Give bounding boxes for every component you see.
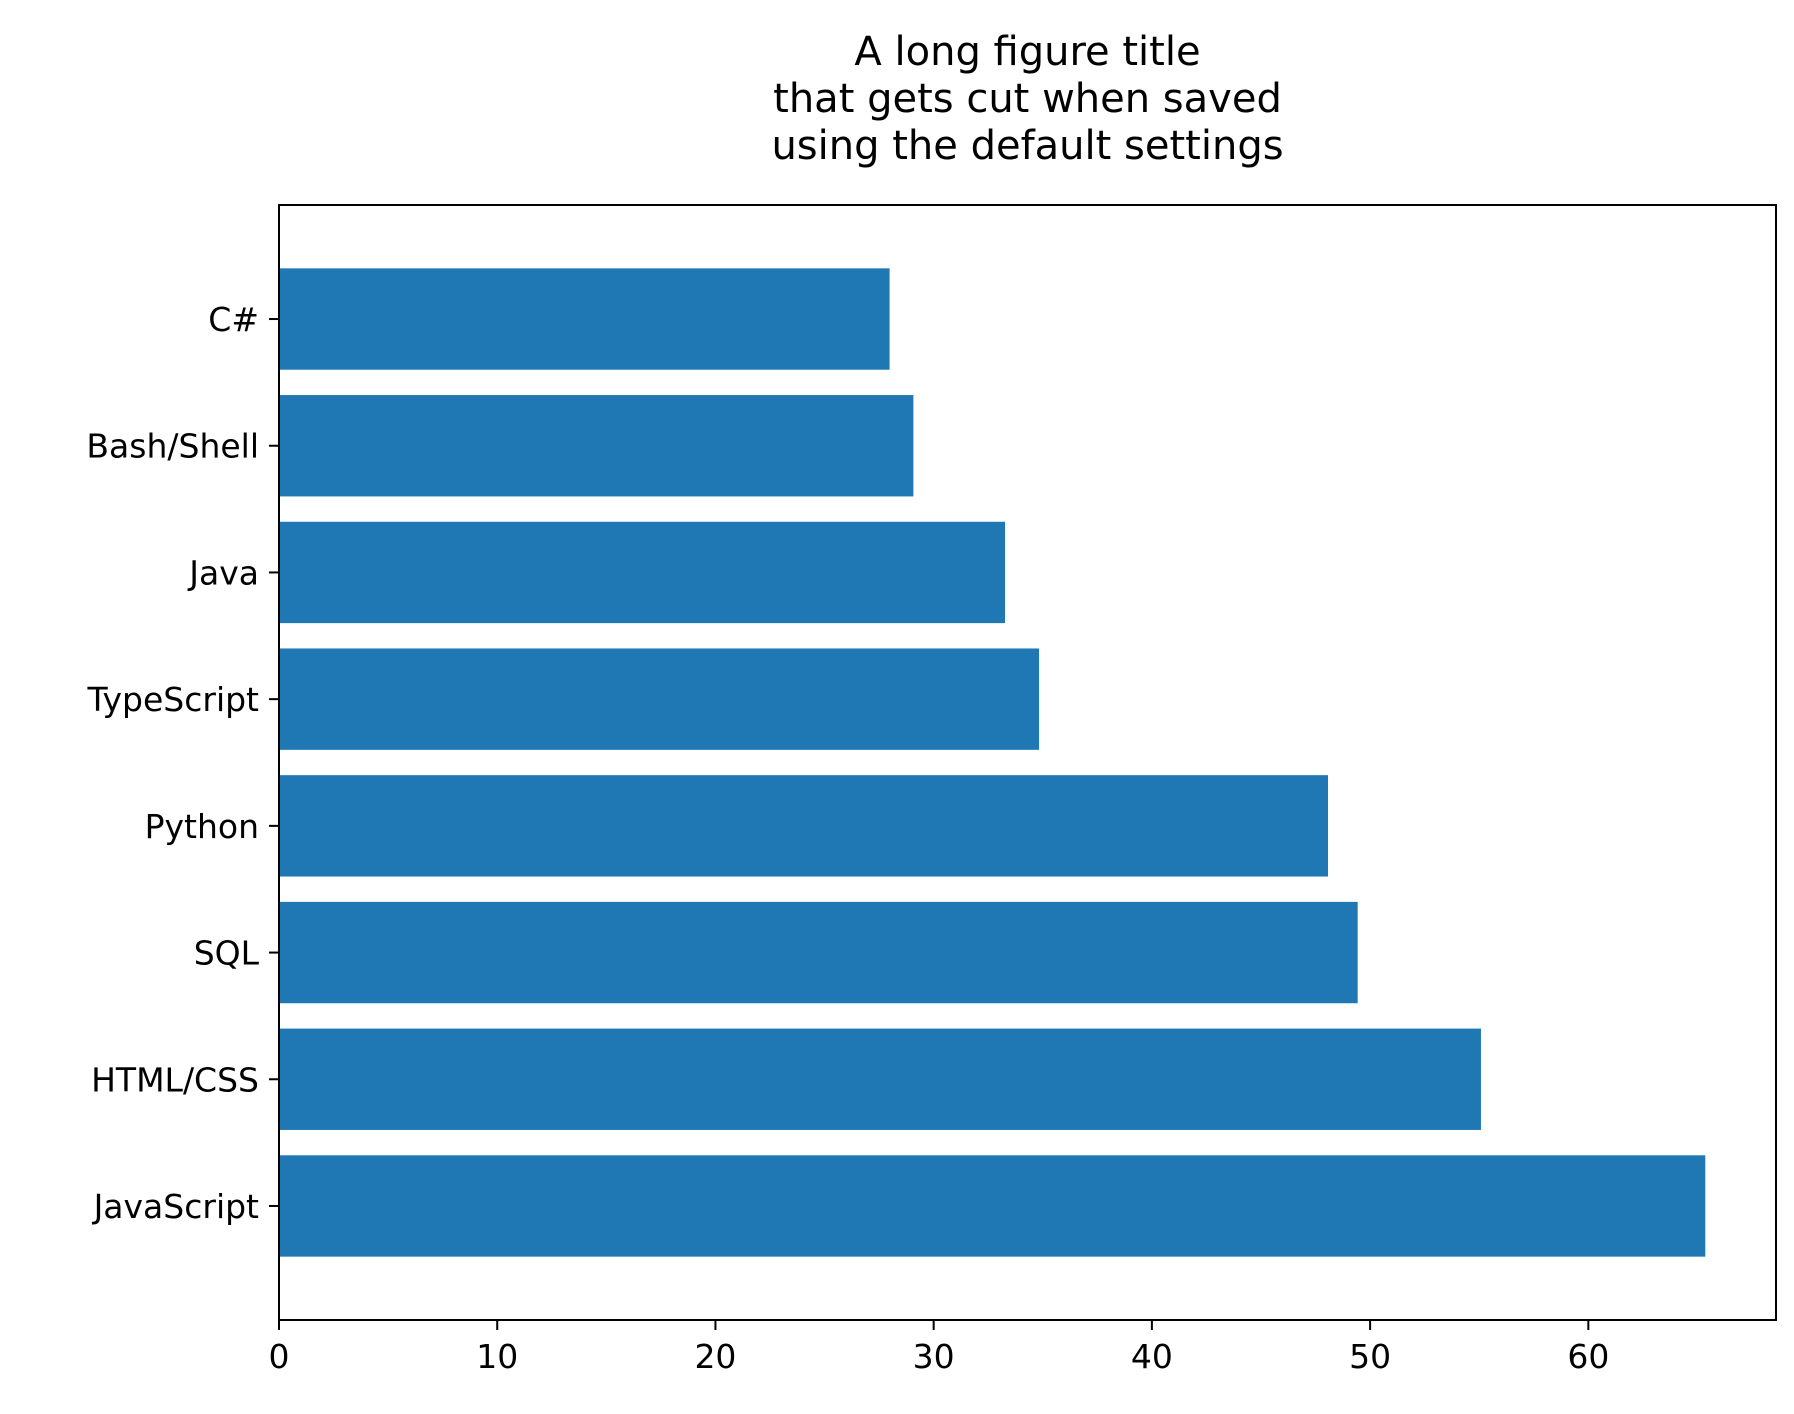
y-tick-label: JavaScript <box>92 1187 259 1226</box>
bar <box>279 1155 1706 1257</box>
bars <box>279 268 1706 1257</box>
y-tick-label: Java <box>187 553 259 592</box>
plot-frame <box>278 204 1777 1321</box>
title-line: A long figure title <box>854 29 1200 75</box>
bar <box>279 268 890 370</box>
y-tick-label: TypeScript <box>86 680 259 719</box>
x-tick-label: 30 <box>913 1337 955 1376</box>
x-tick-label: 60 <box>1567 1337 1609 1376</box>
bar <box>279 648 1040 750</box>
y-tick-label: HTML/CSS <box>91 1060 259 1099</box>
x-tick-label: 0 <box>269 1337 290 1376</box>
bar <box>279 775 1328 877</box>
bar <box>279 1028 1481 1130</box>
bar <box>279 521 1006 624</box>
x-axis: 0 10 20 30 40 50 60 <box>269 1320 1609 1376</box>
x-tick-label: 20 <box>694 1337 736 1376</box>
x-tick-label: 40 <box>1131 1337 1173 1376</box>
y-tick-label: SQL <box>194 934 260 973</box>
title-line: using the default settings <box>771 123 1283 169</box>
bar <box>279 901 1358 1004</box>
y-axis: JavaScript HTML/CSS SQL Python TypeScript Jav… <box>86 300 279 1226</box>
y-tick-label: Python <box>145 807 259 846</box>
title-line: that gets cut when saved <box>773 76 1282 122</box>
x-tick-label: 50 <box>1349 1337 1391 1376</box>
y-tick-label: Bash/Shell <box>86 427 259 466</box>
x-tick-label: 10 <box>476 1337 518 1376</box>
y-tick-label: C# <box>208 300 259 339</box>
bar <box>279 395 914 497</box>
